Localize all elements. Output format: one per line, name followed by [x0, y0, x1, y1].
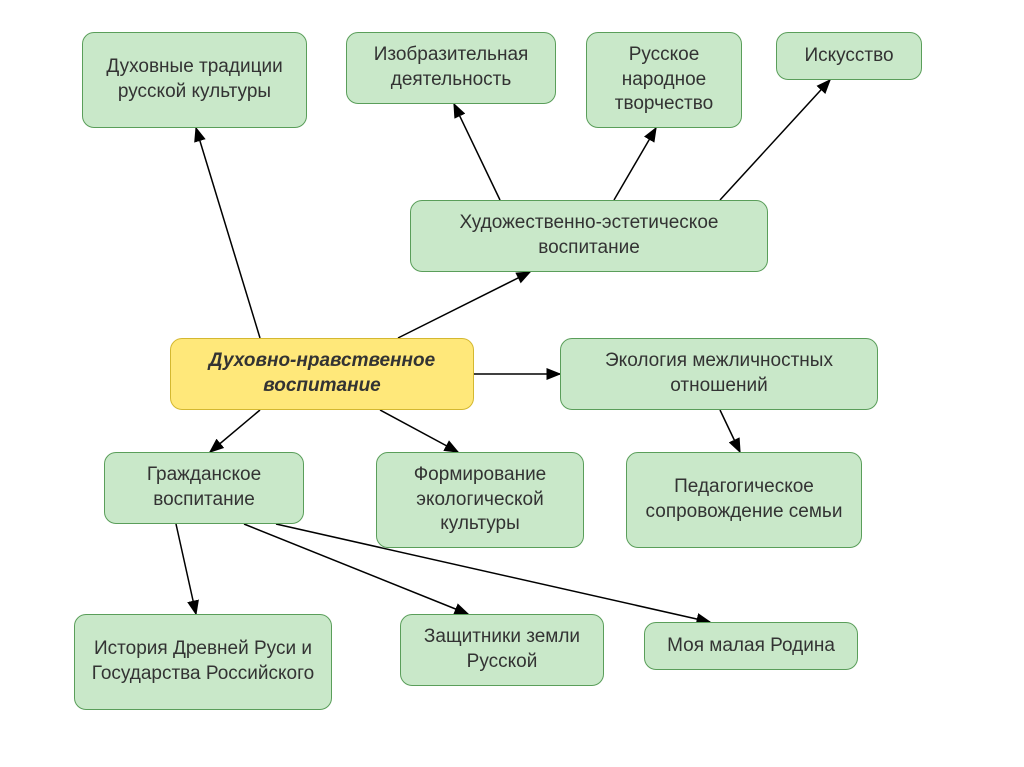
node-n_civil: Гражданское воспитание [104, 452, 304, 524]
node-label: Русское народное творчество [601, 43, 727, 117]
edge-n_center-n_civil [210, 410, 260, 452]
node-n_folk: Русское народное творчество [586, 32, 742, 128]
node-label: Защитники земли Русской [415, 625, 589, 674]
node-n_traditions: Духовные традиции русской культуры [82, 32, 307, 128]
node-n_art: Искусство [776, 32, 922, 80]
edge-n_center-n_aesthetic [398, 272, 530, 338]
node-n_eco_culture: Формирование экологической культуры [376, 452, 584, 548]
node-label: Гражданское воспитание [119, 463, 289, 512]
edge-n_aesthetic-n_folk [614, 128, 656, 200]
node-label: Изобразительная деятельность [361, 43, 541, 92]
node-label: Художественно-эстетическое воспитание [425, 211, 753, 260]
node-n_motherland: Моя малая Родина [644, 622, 858, 670]
node-n_aesthetic: Художественно-эстетическое воспитание [410, 200, 768, 272]
node-label: История Древней Руси и Государства Росси… [89, 637, 317, 686]
edge-n_civil-n_history [176, 524, 196, 614]
edge-n_center-n_traditions [196, 128, 260, 338]
node-label: Педагогическое сопровождение семьи [641, 475, 847, 524]
node-label: Духовные традиции русской культуры [97, 55, 292, 104]
node-label: Экология межличностных отношений [575, 349, 863, 398]
node-n_visual: Изобразительная деятельность [346, 32, 556, 104]
edge-n_center-n_eco_culture [380, 410, 458, 452]
node-n_ecology_rel: Экология межличностных отношений [560, 338, 878, 410]
node-n_defenders: Защитники земли Русской [400, 614, 604, 686]
node-label: Моя малая Родина [667, 634, 835, 659]
node-label: Духовно-нравственное воспитание [185, 349, 459, 398]
node-n_family: Педагогическое сопровождение семьи [626, 452, 862, 548]
edge-n_aesthetic-n_visual [454, 104, 500, 200]
edge-n_ecology_rel-n_family [720, 410, 740, 452]
node-n_history: История Древней Руси и Государства Росси… [74, 614, 332, 710]
node-label: Искусство [804, 44, 893, 69]
node-n_center: Духовно-нравственное воспитание [170, 338, 474, 410]
node-label: Формирование экологической культуры [391, 463, 569, 537]
